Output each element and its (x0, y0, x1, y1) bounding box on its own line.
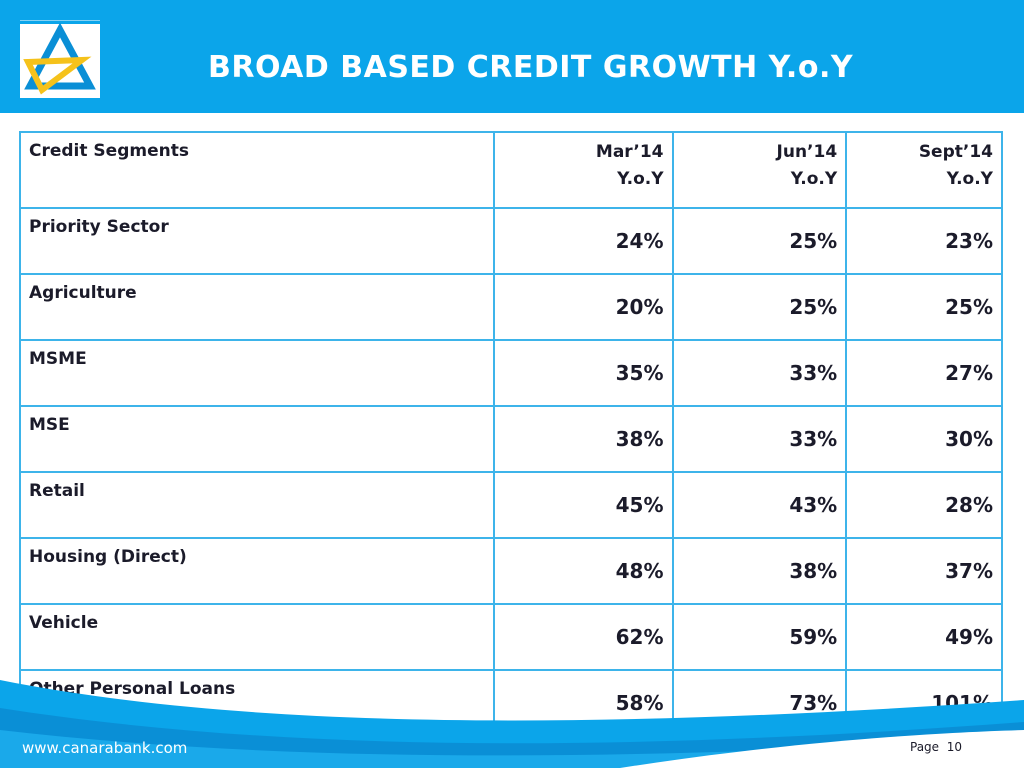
logo (20, 20, 100, 98)
header-text: Y.o.Y (617, 169, 664, 189)
value-cell: 37% (845, 537, 1003, 605)
table-row: Agriculture 20% 25% 25% (19, 273, 1003, 341)
header-text: Y.o.Y (790, 169, 838, 189)
header-text: Mar’14 (595, 142, 664, 162)
value-cell: 27% (845, 339, 1003, 407)
header-row: Credit Segments Mar’14 Y.o.Y Jun’14 Y.o.Y Sep… (19, 131, 1003, 209)
header-text: Jun’14 (776, 142, 838, 162)
value-cell: 35% (492, 339, 674, 407)
segment-cell: MSE (19, 405, 495, 473)
page-number-value: 10 (946, 740, 962, 754)
header-text: Sept’14 (918, 142, 993, 162)
segment-cell: Priority Sector (19, 207, 495, 275)
value-cell: 45% (492, 471, 674, 539)
table-row: MSME 35% 33% 27% (19, 339, 1003, 407)
value-cell: 49% (845, 603, 1003, 671)
segment-cell: Retail (19, 471, 495, 539)
value-cell: 25% (671, 273, 848, 341)
table-row: Retail 45% 43% 28% (19, 471, 1003, 539)
table-row: Housing (Direct) 48% 38% 37% (19, 537, 1003, 605)
value-cell: 38% (492, 405, 674, 473)
value-cell: 48% (492, 537, 674, 605)
value-cell: 23% (845, 207, 1003, 275)
page-number: Page 10 (910, 740, 962, 754)
value-cell: 62% (492, 603, 674, 671)
data-table: Credit Segments Mar’14 Y.o.Y Jun’14 Y.o.Y Sep… (19, 131, 1003, 737)
website: www.canarabank.com (22, 739, 188, 757)
page-label: Page (910, 740, 940, 754)
value-cell: 25% (845, 273, 1003, 341)
header-cell: Sept’14 Y.o.Y (845, 131, 1003, 209)
value-cell: 43% (671, 471, 848, 539)
value-cell: 38% (671, 537, 848, 605)
table-row: MSE 38% 33% 30% (19, 405, 1003, 473)
header-text: Credit Segments (29, 141, 189, 161)
header-cell: Jun’14 Y.o.Y (671, 131, 848, 209)
footer-swoosh (0, 680, 1024, 768)
value-cell: 59% (671, 603, 848, 671)
value-cell: 28% (845, 471, 1003, 539)
value-cell: 30% (845, 405, 1003, 473)
slide-title: BROAD BASED CREDIT GROWTH Y.o.Y (208, 50, 854, 85)
segment-cell: Agriculture (19, 273, 495, 341)
header-cell: Mar’14 Y.o.Y (492, 131, 674, 209)
segment-cell: MSME (19, 339, 495, 407)
segment-cell: Vehicle (19, 603, 495, 671)
value-cell: 24% (492, 207, 674, 275)
segment-cell: Housing (Direct) (19, 537, 495, 605)
header-bar (0, 0, 1024, 113)
header-text: Y.o.Y (946, 169, 993, 189)
table-row: Priority Sector 24% 25% 23% (19, 207, 1003, 275)
value-cell: 25% (671, 207, 848, 275)
value-cell: 33% (671, 339, 848, 407)
value-cell: 33% (671, 405, 848, 473)
header-cell: Credit Segments (19, 131, 495, 209)
value-cell: 20% (492, 273, 674, 341)
table-row: Vehicle 62% 59% 49% (19, 603, 1003, 671)
